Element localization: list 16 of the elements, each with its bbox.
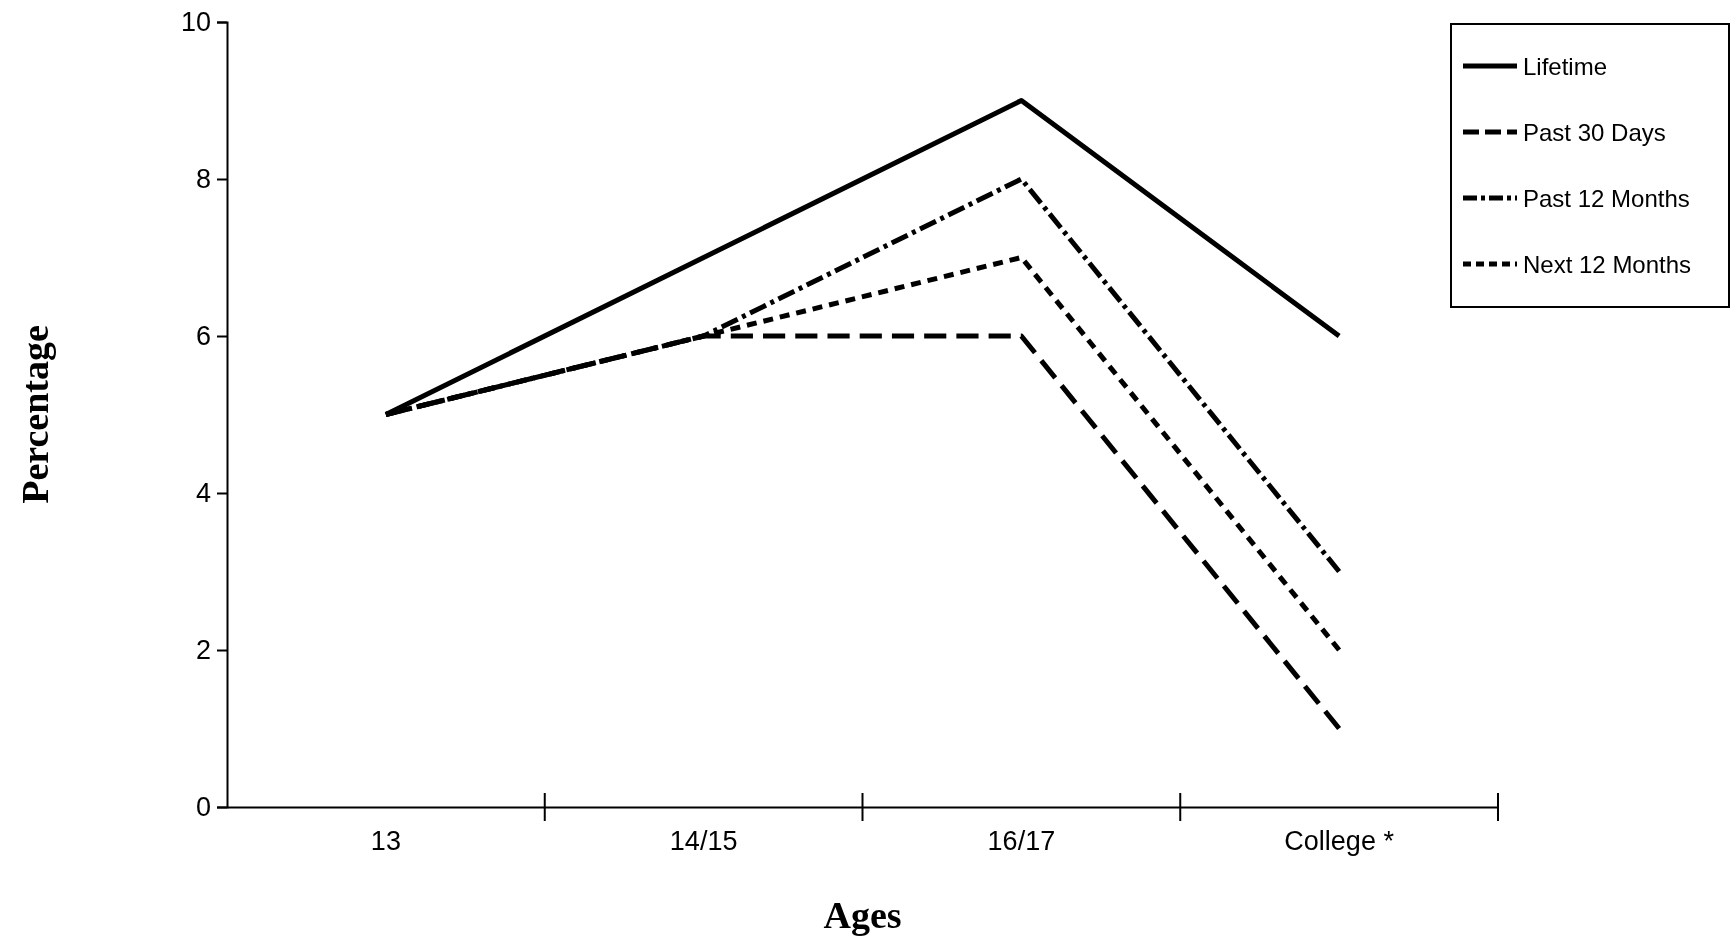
y-axis-title: Percentage xyxy=(14,325,56,504)
y-tick-label: 6 xyxy=(195,321,211,352)
legend-label: Next 12 Months xyxy=(1523,251,1692,278)
x-axis-title: Ages xyxy=(823,894,902,936)
y-tick-label: 2 xyxy=(195,635,211,666)
legend-label: Lifetime xyxy=(1523,53,1608,80)
legend-label: Past 12 Months xyxy=(1523,185,1690,212)
x-tick-label: 13 xyxy=(370,826,401,857)
x-tick-label: 16/17 xyxy=(987,826,1056,857)
y-tick-label: 10 xyxy=(180,7,211,38)
legend-label: Past 30 Days xyxy=(1523,119,1666,146)
x-tick-label: College * xyxy=(1284,826,1395,857)
y-tick-label: 0 xyxy=(195,792,211,823)
x-tick-label: 14/15 xyxy=(669,826,738,857)
y-tick-label: 4 xyxy=(195,478,211,509)
y-tick-label: 8 xyxy=(195,164,211,195)
